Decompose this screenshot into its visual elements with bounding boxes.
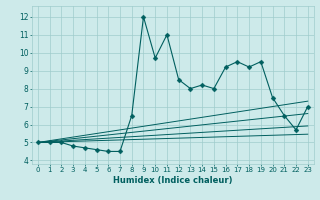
X-axis label: Humidex (Indice chaleur): Humidex (Indice chaleur) <box>113 176 233 185</box>
